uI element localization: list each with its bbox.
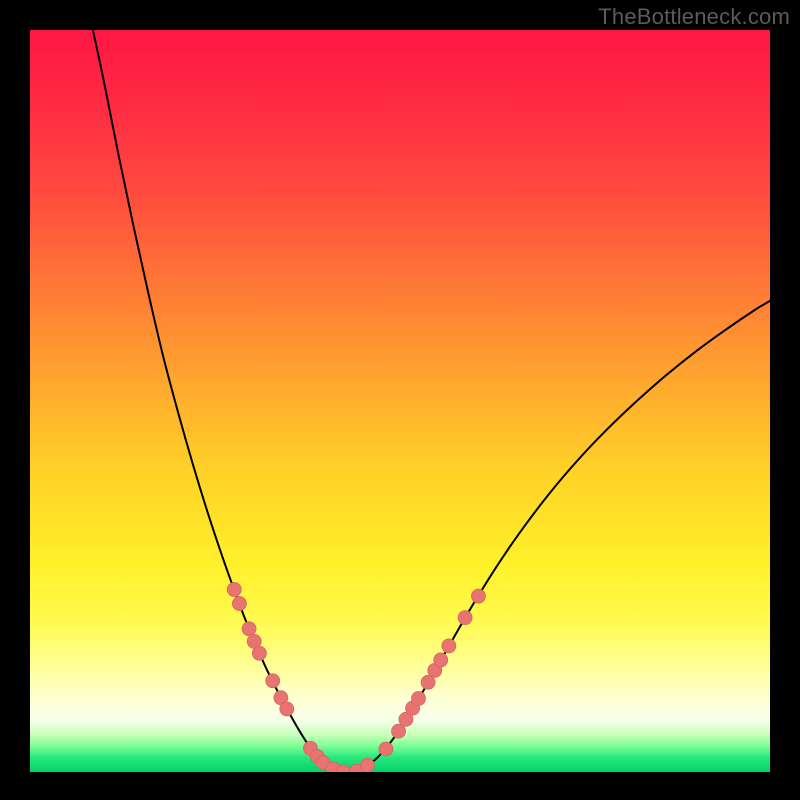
- marker-point: [392, 724, 406, 738]
- marker-point: [232, 597, 246, 611]
- marker-point: [242, 622, 256, 636]
- watermark-text: TheBottleneck.com: [598, 4, 790, 30]
- marker-point: [280, 702, 294, 716]
- marker-point: [360, 758, 374, 772]
- marker-point: [442, 639, 456, 653]
- marker-point: [336, 765, 350, 779]
- marker-point: [252, 646, 266, 660]
- marker-point: [471, 589, 485, 603]
- marker-point: [458, 611, 472, 625]
- marker-point: [266, 674, 280, 688]
- marker-point: [434, 653, 448, 667]
- plot-background: [30, 30, 770, 772]
- marker-point: [227, 582, 241, 596]
- marker-point: [412, 692, 426, 706]
- bottleneck-chart: [0, 0, 800, 800]
- marker-point: [379, 742, 393, 756]
